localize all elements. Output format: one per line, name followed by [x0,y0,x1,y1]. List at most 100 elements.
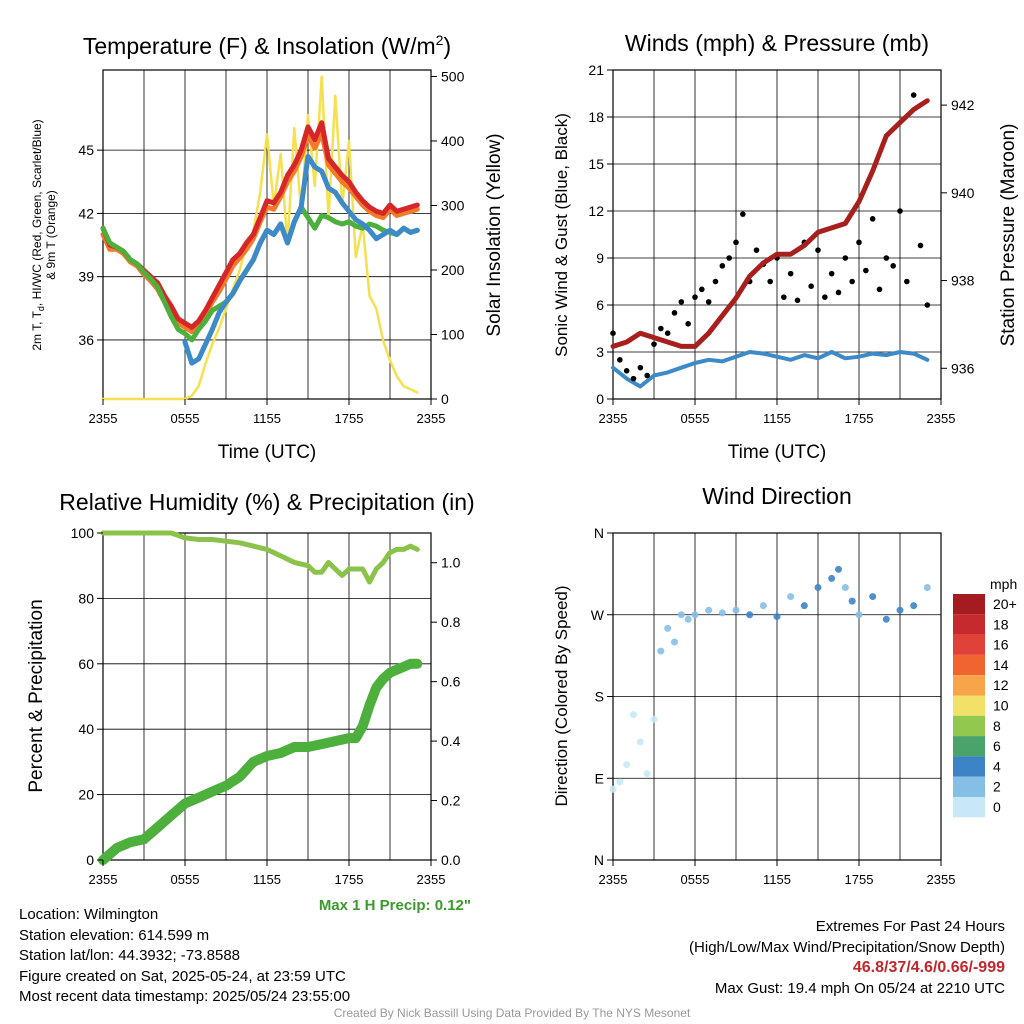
temp-y2tick-label: 0 [441,391,449,407]
temp-y2tick-label: 400 [441,133,465,149]
winds-gust-point [623,368,630,374]
temp-ytick-label: 42 [78,205,94,221]
winds-ytick-label: 9 [596,250,604,266]
winds-ytick-label: 6 [596,297,604,313]
rh-ytick-label: 100 [71,525,95,541]
winds-y2tick-label: 938 [951,273,975,289]
legend-swatch [953,675,985,696]
winds-xtick-label: 1155 [763,411,791,426]
winds-y2label: Station Pressure (Maroon) [998,124,1019,347]
temp-xtick-label: 0555 [171,411,200,426]
winds-ytick-label: 3 [596,344,604,360]
legend-swatch [953,634,985,655]
rh-y2tick-label: 0.4 [441,733,461,749]
winds-y2tick-label: 940 [951,185,975,201]
precip-line [98,658,423,865]
station-info: Location: Wilmington Station elevation: … [19,905,350,1008]
legend-swatch [953,756,985,777]
temp-title-end: ) [443,33,451,59]
legend-label: 4 [993,758,1001,774]
temp-solar-line [101,75,419,401]
wdir-point [773,613,781,621]
wdir-point [746,611,754,619]
wdir-point [835,565,842,573]
legend-label: 20+ [993,596,1017,612]
winds-gust-point [644,372,650,379]
elevation-text: Station elevation: 614.599 m [19,926,210,944]
winds-ytick-label: 21 [588,62,604,78]
extremes-desc: (High/Low/Max Wind/Precipitation/Snow De… [689,938,1005,956]
rh-y2tick-label: 0.2 [441,793,461,809]
wdir-point [705,606,713,614]
winds-gust-point [815,247,821,253]
winds-ytick-label: 12 [588,203,604,219]
winds-gust-point [699,286,705,293]
winds-xtick-label: 2355 [927,411,956,426]
winds-gust-point [781,294,787,300]
temp-ytick-label: 36 [78,332,94,348]
legend-label: 2 [993,779,1001,795]
temp-y2tick-label: 200 [441,262,465,278]
wdir-ylabel: Direction (Colored By Speed) [552,585,571,806]
temp-panel: 36 39 42 45 0 100 200 300 400 500 2355 0555 1155 1755… [30,32,505,463]
winds-gust-point [630,375,637,382]
rh-panel: 0 20 40 60 80 100 0.0 0.2 0.4 0.6 0.8 1.0 2355 0555 11… [26,489,475,914]
wdir-point [814,584,822,591]
winds-gust-point [822,294,828,300]
temp-ylabel-a: 2m T, T [30,310,44,350]
winds-title: Winds (mph) & Pressure (mb) [625,30,929,56]
legend-swatch [953,654,985,676]
wdir-panel: N E S W N 2355 0555 1155 1755 2355 Wind Direction D… [552,483,1017,887]
wdir-xtick-label: 1155 [763,872,791,887]
temp-ylabel-b: , HI/WC (Red, Green, Scarlet/Blue) [30,119,44,306]
wdir-title: Wind Direction [702,483,852,509]
winds-xlabel: Time (UTC) [728,442,827,463]
rh-line [100,530,420,585]
wdir-point [643,770,651,778]
winds-ytick-label: 18 [588,109,604,125]
wdir-ytick-label: W [591,607,605,623]
winds-ytick-label: 15 [588,156,604,172]
winds-xtick-label: 2355 [599,411,628,426]
wdir-point [718,609,726,617]
wdir-point [671,638,678,646]
winds-gust-point [849,278,855,285]
temp-y2tick-label: 300 [441,197,465,213]
rh-y2tick-label: 0.8 [441,614,461,630]
legend-swatch [953,715,985,737]
legend-label: 16 [993,637,1009,653]
wdir-point [787,593,795,601]
rh-ytick-label: 60 [78,656,94,672]
winds-gust-point [658,325,664,332]
wdir-point [882,615,890,623]
wdir-legend: mph 20+ 18 16 14 12 10 8 6 4 2 0 [953,576,1017,818]
wdir-point [855,611,863,619]
winds-gust-point [890,263,896,269]
wdir-point [800,602,808,610]
wdir-ytick-label: N [594,525,604,541]
temp-title-sup: 2 [436,32,444,48]
legend-label: 12 [993,677,1009,693]
wdir-ytick-label: N [594,852,604,868]
rh-xtick-label: 2355 [89,872,118,887]
winds-gust-point [705,299,712,305]
temp-ylabel: 2m T, Td, HI/WC (Red, Green, Scarlet/Blu… [30,119,46,350]
location-text: Location: Wilmington [19,906,159,923]
wdir-point [650,715,658,723]
rh-max-precip: Max 1 H Precip: 0.12" [319,897,471,914]
winds-gust-point [924,302,931,308]
wdir-point [828,574,836,582]
winds-gust-point [794,297,801,304]
rh-y2tick-label: 0.0 [441,852,461,868]
wdir-point [636,738,644,746]
recent-text: Most recent data timestamp: 2025/05/24 2… [19,988,351,1005]
extremes-values: 46.8/37/4.6/0.66/-999 [852,959,1005,976]
wdir-point [623,761,631,769]
legend-label: 0 [993,799,1001,815]
winds-gust-point [726,255,732,261]
rh-ytick-label: 0 [86,852,94,868]
wdir-point [759,602,767,610]
wdir-point [691,611,699,619]
wdir-ytick-label: E [595,770,604,786]
temp-y2label: Solar Insolation (Yellow) [484,133,505,336]
